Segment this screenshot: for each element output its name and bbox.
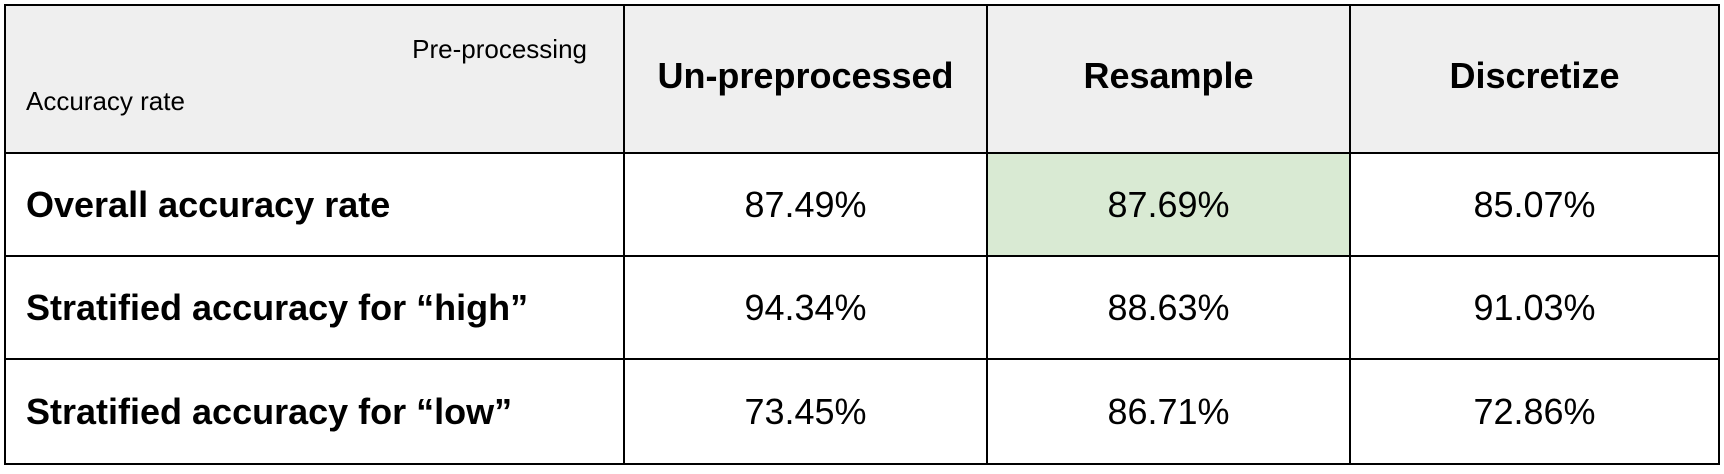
table-cell: 94.34% [623, 255, 988, 360]
table-cell: 85.07% [1349, 152, 1720, 257]
corner-column-label: Pre-processing [412, 34, 587, 64]
table-row: Overall accuracy rate 87.49% 87.69% 85.0… [4, 152, 1720, 257]
table-header-row: Pre-processing Accuracy rate Un-preproce… [4, 4, 1720, 154]
corner-row-label: Accuracy rate [26, 86, 185, 116]
table-cell: 87.49% [623, 152, 988, 257]
row-label-high: Stratified accuracy for “high” [4, 255, 625, 360]
table-row: Stratified accuracy for “high” 94.34% 88… [4, 255, 1720, 360]
table-cell: 91.03% [1349, 255, 1720, 360]
column-header-resample: Resample [986, 4, 1351, 154]
row-label-low: Stratified accuracy for “low” [4, 358, 625, 465]
column-header-un-preprocessed: Un-preprocessed [623, 4, 988, 154]
table-row: Stratified accuracy for “low” 73.45% 86.… [4, 358, 1720, 465]
table-cell: 72.86% [1349, 358, 1720, 465]
accuracy-table: Pre-processing Accuracy rate Un-preproce… [4, 4, 1720, 465]
table-cell: 88.63% [986, 255, 1351, 360]
column-header-discretize: Discretize [1349, 4, 1720, 154]
table-cell: 86.71% [986, 358, 1351, 465]
corner-header-cell: Pre-processing Accuracy rate [4, 4, 625, 154]
row-label-overall: Overall accuracy rate [4, 152, 625, 257]
table-cell-highlighted: 87.69% [986, 152, 1351, 257]
table-cell: 73.45% [623, 358, 988, 465]
accuracy-table-container: Pre-processing Accuracy rate Un-preproce… [4, 4, 1720, 465]
